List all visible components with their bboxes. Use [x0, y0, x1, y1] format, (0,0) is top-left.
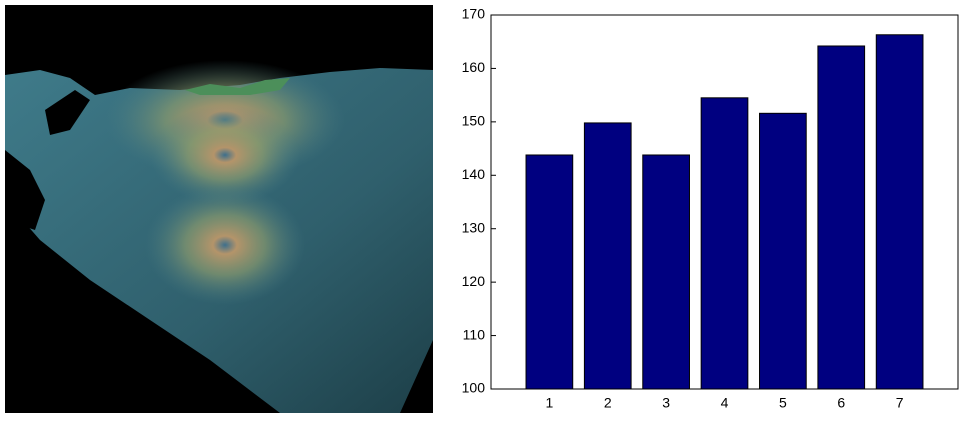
bar [759, 112, 807, 390]
y-tick-label: 120 [462, 273, 486, 289]
y-tick-label: 150 [462, 113, 486, 129]
map-coast [185, 78, 290, 95]
y-tick-label: 170 [462, 6, 486, 22]
y-tick-label: 130 [462, 219, 486, 235]
map-hotspot [145, 185, 305, 305]
x-tick-label: 5 [779, 395, 787, 411]
x-tick-label: 7 [896, 395, 904, 411]
bar [700, 97, 749, 390]
bar [875, 34, 924, 390]
bar [583, 122, 632, 390]
map-island [45, 90, 90, 135]
bar [817, 45, 866, 390]
x-tick-label: 6 [837, 395, 845, 411]
y-tick-label: 160 [462, 59, 486, 75]
y-tick-label: 100 [462, 380, 486, 396]
y-tick-label: 140 [462, 166, 486, 182]
map-render [5, 5, 433, 413]
map-hotspot [150, 105, 300, 205]
map-island [5, 150, 45, 230]
x-tick-label: 1 [545, 395, 553, 411]
x-tick-label: 4 [721, 395, 729, 411]
bar [642, 154, 690, 390]
x-tick-label: 3 [662, 395, 670, 411]
y-tick-label: 110 [463, 326, 486, 342]
x-tick-label: 2 [604, 395, 612, 411]
bar [525, 154, 574, 390]
